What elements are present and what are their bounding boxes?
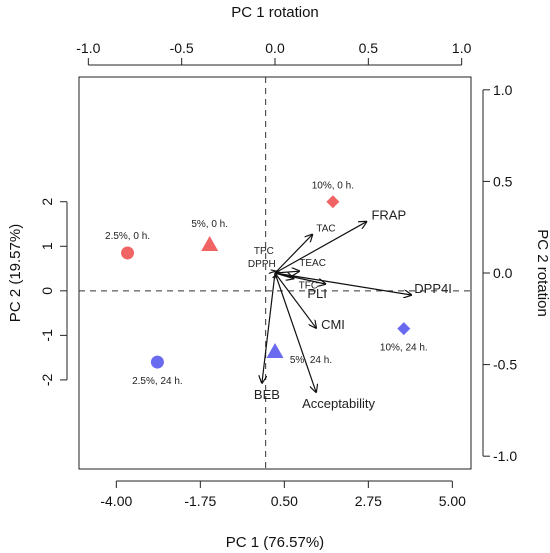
point-label: 2.5%, 0 h. [105, 231, 150, 242]
top-axis-tick-label: 1.0 [452, 40, 472, 56]
loading-label-tfc: TFC [299, 280, 318, 291]
top-axis-tick-label: -0.5 [170, 40, 194, 56]
right-y-axis: -1.0 -0.5 0.0 0.5 1.0 [482, 82, 517, 464]
left-axis-tick-label: -1 [39, 329, 55, 342]
left-y-axis: -2 -1 0 1 2 [39, 198, 68, 386]
right-axis-tick-label: -0.5 [493, 357, 517, 373]
top-axis-tick-label: 0.5 [359, 40, 379, 56]
point-circle [121, 246, 135, 260]
right-axis-tick-label: -1.0 [493, 448, 517, 464]
loading-label-pli: PLI [307, 286, 327, 301]
point-triangle [201, 236, 219, 252]
left-axis-tick-label: 0 [39, 287, 55, 295]
loading-arrow-tac [274, 235, 312, 274]
point-label: 5%, 0 h. [191, 219, 228, 230]
left-axis-tick-label: 1 [39, 242, 55, 250]
loading-label-tpc: TPC [254, 246, 274, 257]
point-label: 10%, 0 h. [312, 181, 354, 192]
point-diamond [397, 322, 411, 336]
loading-arrow-dpp4i [274, 272, 411, 295]
loading-label-dpph: DPPH [248, 259, 276, 270]
loading-label-cmi: CMI [321, 317, 345, 332]
bottom-x-axis: -4.00 -1.75 0.50 2.75 5.00 [100, 480, 466, 509]
bottom-axis-tick-label: -4.00 [100, 493, 132, 509]
point-circle [150, 355, 164, 369]
right-y-axis-title: PC 2 rotation [534, 229, 550, 317]
left-axis-tick-label: 2 [39, 198, 55, 206]
point-diamond [326, 195, 340, 209]
top-x-axis-title: PC 1 rotation [231, 4, 319, 21]
point-label: 2.5%, 24 h. [132, 376, 183, 387]
loading-label-beb: BEB [254, 387, 280, 402]
loading-label-acceptability: Acceptability [302, 396, 375, 411]
right-axis-tick-label: 0.5 [493, 173, 513, 189]
bottom-axis-tick-label: 5.00 [439, 493, 466, 509]
loading-label-frap: FRAP [371, 208, 406, 223]
loading-arrow-acceptability [274, 272, 316, 392]
bottom-axis-tick-label: -1.75 [184, 493, 216, 509]
loading-label-dpp4i: DPP4I [414, 281, 452, 296]
y-axis-title: PC 2 (19.57%) [7, 224, 24, 322]
right-axis-tick-label: 1.0 [493, 82, 513, 98]
left-axis-tick-label: -2 [39, 373, 55, 386]
top-axis-tick-label: -1.0 [76, 40, 100, 56]
loading-arrow-beb [262, 272, 276, 383]
bottom-axis-tick-label: 0.50 [271, 493, 298, 509]
right-axis-tick-label: 0.0 [493, 265, 513, 281]
bottom-axis-tick-label: 2.75 [355, 493, 382, 509]
top-axis-tick-label: 0.0 [265, 40, 285, 56]
loading-label-tac: TAC [316, 224, 335, 235]
point-triangle [266, 342, 284, 358]
point-label: 10%, 24 h. [380, 343, 428, 354]
loading-arrow-frap [274, 222, 366, 274]
x-axis-title: PC 1 (76.57%) [226, 534, 324, 551]
top-x-axis: -1.0 -0.5 0.0 0.5 1.0 [76, 40, 472, 66]
loading-arrow-cmi [274, 272, 316, 328]
plot-frame [78, 76, 472, 470]
loading-arrow-teac [274, 271, 299, 273]
sample-points: 2.5%, 0 h. 5%, 0 h. 10%, 0 h. 2.5%, 24 h. 5%… [105, 181, 428, 387]
point-label: 5%, 24 h. [290, 355, 332, 366]
loading-label-teac: TEAC [299, 258, 326, 269]
